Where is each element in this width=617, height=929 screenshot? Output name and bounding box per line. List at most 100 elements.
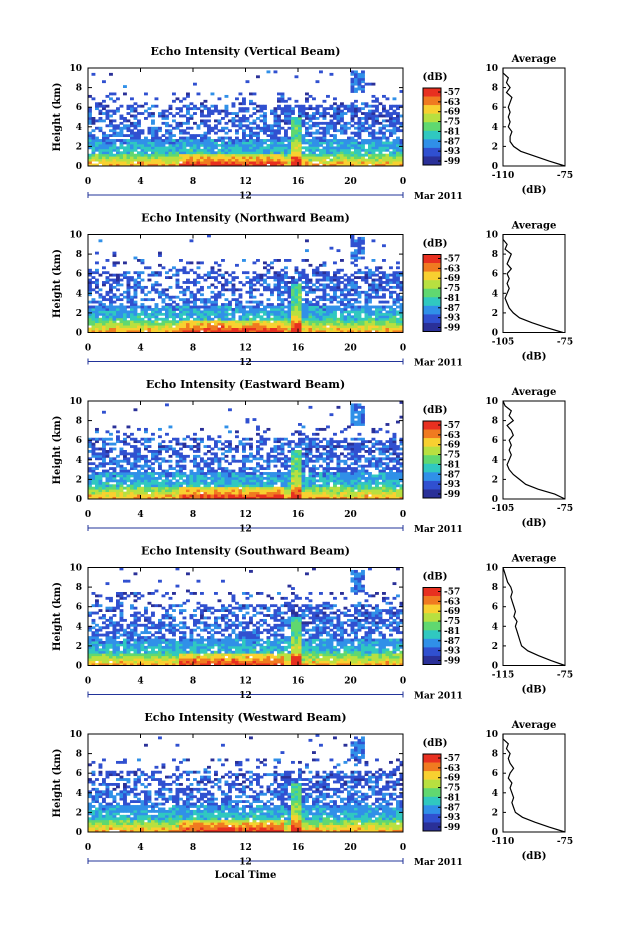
heat-cell (322, 109, 327, 113)
heat-cell (298, 271, 302, 275)
heat-cell (168, 445, 173, 448)
heat-cell (392, 104, 397, 108)
heat-cell (189, 158, 194, 162)
heat-cell (210, 303, 215, 306)
heat-cell (298, 151, 302, 155)
heat-cell (305, 484, 309, 488)
heat-cell (357, 285, 362, 289)
heat-cell (130, 474, 134, 478)
heat-cell (235, 459, 239, 463)
heat-cell (347, 290, 351, 294)
heat-cell (343, 126, 348, 130)
heat-cell (109, 322, 113, 326)
profile-frame (502, 67, 566, 167)
heat-cell (203, 99, 208, 103)
heat-cell (123, 295, 127, 299)
heat-cell (186, 325, 190, 328)
heat-cell (224, 459, 229, 463)
heat-cell (361, 256, 365, 260)
heat-cell (252, 476, 257, 480)
heat-cell (259, 310, 264, 314)
heat-cell (112, 474, 117, 478)
heat-cell (347, 148, 351, 152)
heat-cell (116, 322, 120, 326)
heat-cell (151, 156, 155, 160)
heat-cell (231, 151, 236, 155)
heat-cell (154, 156, 159, 160)
heat-cell (392, 117, 397, 120)
heat-cell (95, 320, 99, 324)
heat-cell (319, 472, 323, 475)
heat-cell (193, 320, 197, 324)
heat-cell (182, 139, 187, 142)
heat-cell (277, 486, 281, 490)
profile-y-tick-label: 6 (492, 103, 498, 113)
heat-cell (91, 452, 96, 456)
heat-cell (238, 308, 243, 311)
heat-cell (105, 161, 110, 164)
heat-cell (284, 134, 288, 137)
heat-cell (210, 266, 215, 270)
profile-y-tick-label: 2 (492, 142, 498, 152)
heat-cell (193, 153, 197, 157)
heat-cell (389, 141, 393, 145)
heat-cell (137, 143, 141, 147)
heat-cell (231, 481, 236, 485)
heat-cell (364, 300, 369, 304)
heat-cell (287, 153, 292, 157)
heat-cell (182, 121, 187, 125)
heat-cell (357, 241, 362, 245)
heat-cell (203, 462, 208, 466)
heat-cell (214, 271, 218, 275)
heat-cell (252, 143, 257, 147)
heat-cell (280, 317, 285, 321)
heat-cell (273, 119, 278, 123)
heat-cell (203, 278, 208, 282)
heat-cell (224, 112, 229, 115)
heat-cell (182, 437, 187, 441)
heat-cell (350, 315, 355, 319)
heat-cell (214, 457, 218, 461)
heat-cell (231, 143, 236, 147)
heat-cell (151, 491, 155, 495)
heat-cell (322, 117, 327, 120)
heat-cell (161, 134, 166, 137)
heat-cell (249, 146, 253, 150)
heat-cell (396, 312, 400, 316)
heat-cell (91, 496, 96, 500)
heat-cell (326, 271, 330, 275)
heat-cell (266, 327, 271, 331)
heat-cell (385, 312, 390, 316)
heat-cell (368, 124, 372, 128)
heat-cell (214, 107, 218, 111)
heat-cell (350, 114, 355, 118)
heat-cell (294, 310, 299, 314)
heat-cell (154, 290, 159, 294)
chart-title: Echo Intensity (Eastward Beam) (146, 378, 345, 391)
heat-cell (305, 163, 309, 167)
heat-cell (105, 481, 110, 485)
heat-cell (256, 136, 260, 140)
heat-cell (382, 327, 386, 331)
heat-cell (287, 325, 292, 328)
heat-cell (280, 479, 285, 483)
heat-cell (112, 447, 117, 451)
heat-cell (175, 295, 180, 299)
heat-cell (259, 479, 264, 483)
heat-cell (105, 484, 110, 488)
heat-cell (350, 256, 355, 260)
heat-cell (308, 476, 313, 480)
heat-cell (207, 107, 211, 111)
heat-cell (196, 315, 201, 319)
heat-cell (280, 325, 285, 328)
heat-cell (95, 472, 99, 475)
heat-cell (378, 330, 383, 333)
heat-cell (112, 285, 117, 289)
heat-cell (280, 489, 285, 493)
heat-cell (277, 295, 281, 299)
heat-cell (126, 146, 131, 150)
heat-cell (137, 153, 141, 157)
heat-cell (340, 124, 344, 128)
heat-cell (224, 148, 229, 152)
heat-cell (266, 143, 271, 147)
